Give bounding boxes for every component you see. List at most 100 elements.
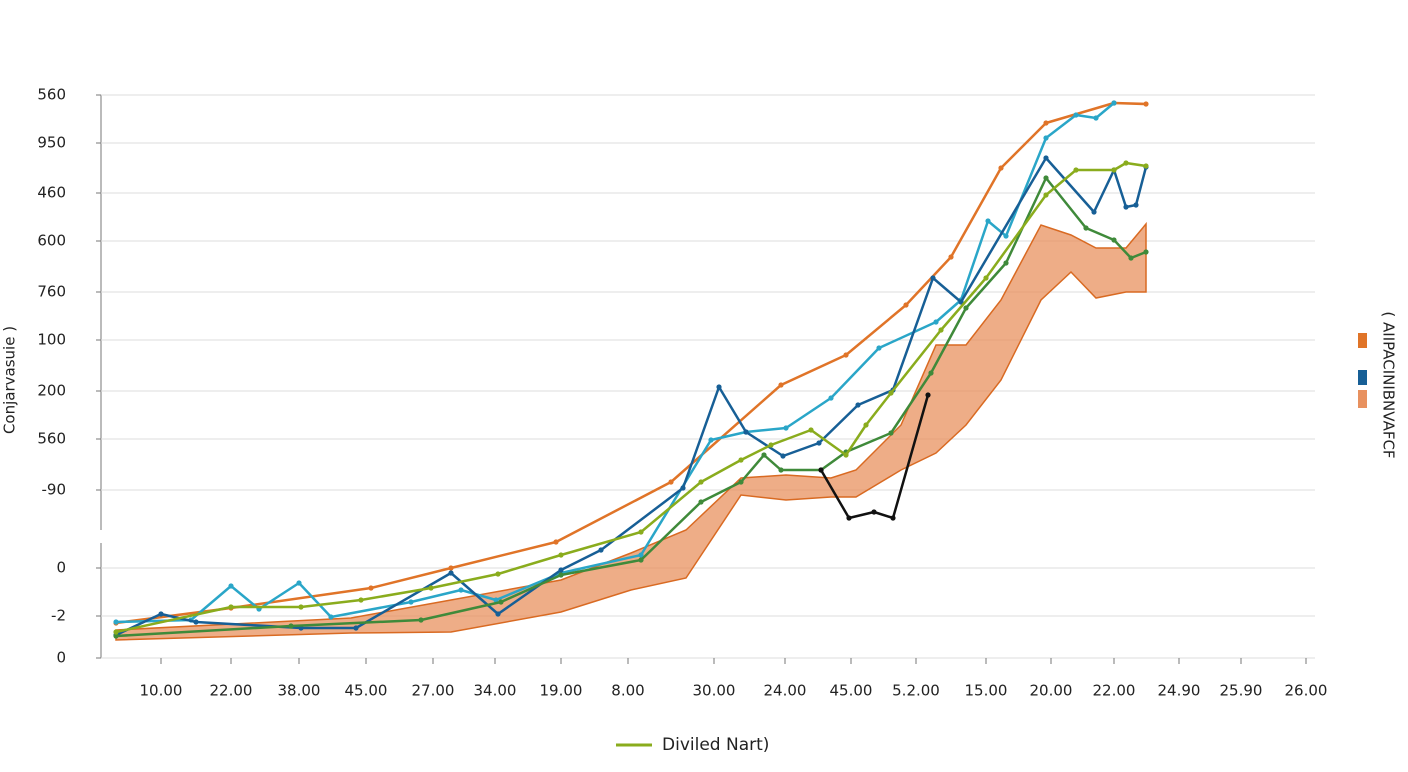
point: [888, 430, 894, 436]
point: [448, 570, 454, 576]
x-tick-label: 38.00: [278, 682, 321, 700]
y-tick-label: 760: [37, 283, 66, 301]
point: [925, 392, 931, 398]
point: [958, 299, 964, 305]
x-tick-label: 24.90: [1158, 682, 1201, 700]
point: [1093, 115, 1099, 121]
point: [428, 585, 434, 591]
point: [158, 611, 164, 617]
x-tick-label: 15.00: [965, 682, 1008, 700]
point: [458, 587, 464, 593]
point: [948, 254, 954, 260]
point: [888, 390, 894, 396]
point: [1043, 155, 1049, 161]
y-tick-label: 460: [37, 184, 66, 202]
point: [778, 382, 784, 388]
point: [638, 552, 644, 558]
point: [228, 583, 234, 589]
x-tick-label: 19.00: [540, 682, 583, 700]
point: [928, 370, 934, 376]
point: [408, 599, 414, 605]
y-tick-label: 950: [37, 134, 66, 152]
point: [1043, 135, 1049, 141]
point: [358, 597, 364, 603]
point: [1043, 175, 1049, 181]
point: [1128, 255, 1134, 261]
point: [1143, 163, 1149, 169]
x-tick-label: 27.00: [412, 682, 455, 700]
x-tick-label: 34.00: [474, 682, 517, 700]
series-line: [115, 156, 1148, 637]
point: [983, 275, 989, 281]
series-line: [115, 102, 1115, 624]
y-tick-label: 100: [37, 331, 66, 349]
legend-swatch: [1358, 333, 1367, 348]
point: [1123, 160, 1129, 166]
point: [1111, 100, 1117, 106]
point: [778, 467, 784, 473]
x-tick-label: 24.00: [764, 682, 807, 700]
point: [1083, 225, 1089, 231]
point: [1111, 237, 1117, 243]
point: [783, 425, 789, 431]
y-tick-label: 0: [56, 559, 66, 577]
point: [818, 467, 824, 473]
x-tick-label: 30.00: [693, 682, 736, 700]
y-tick-label: -2: [51, 607, 66, 625]
point: [863, 422, 869, 428]
point: [738, 479, 744, 485]
series-line: [115, 101, 1147, 625]
legend-swatch: [1358, 370, 1367, 385]
point: [558, 552, 564, 558]
point: [1123, 204, 1129, 210]
point: [598, 547, 604, 553]
y-tick-label: -90: [42, 481, 67, 499]
point: [1003, 260, 1009, 266]
point: [933, 319, 939, 325]
y-tick-label: 600: [37, 232, 66, 250]
point: [1003, 233, 1009, 239]
point: [553, 539, 559, 545]
point: [193, 619, 199, 625]
point: [1091, 209, 1097, 215]
point: [985, 218, 991, 224]
y-tick-label: 560: [37, 86, 66, 104]
point: [743, 429, 749, 435]
point: [930, 275, 936, 281]
x-tick-label: 5.2.00: [892, 682, 940, 700]
point: [1143, 249, 1149, 255]
series-line: [115, 161, 1147, 634]
x-tick-label: 22.00: [210, 682, 253, 700]
point: [843, 352, 849, 358]
point: [298, 604, 304, 610]
point: [963, 305, 969, 311]
point: [698, 479, 704, 485]
x-tick-label: 26.00: [1285, 682, 1328, 700]
point: [1043, 192, 1049, 198]
point: [780, 453, 786, 459]
point: [558, 567, 564, 573]
point: [498, 599, 504, 605]
x-tick-label: 8.00: [611, 682, 644, 700]
legend-swatch: [1358, 390, 1367, 408]
point: [448, 565, 454, 571]
legend-label: Diviled Nart): [662, 735, 769, 755]
x-tick-label: 20.00: [1030, 682, 1073, 700]
point: [871, 509, 877, 515]
point: [668, 479, 674, 485]
point: [738, 457, 744, 463]
point: [1073, 112, 1079, 118]
side-label: ( AIIPACINIBNVAFCF: [1380, 311, 1398, 458]
band-area: [115, 221, 1147, 641]
point: [558, 572, 564, 578]
y-axis-label: Conjarvasuie ): [1, 326, 19, 434]
point: [680, 485, 686, 491]
point: [716, 384, 722, 390]
point: [828, 395, 834, 401]
point: [768, 442, 774, 448]
point: [495, 611, 501, 617]
point: [843, 452, 849, 458]
point: [998, 165, 1004, 171]
